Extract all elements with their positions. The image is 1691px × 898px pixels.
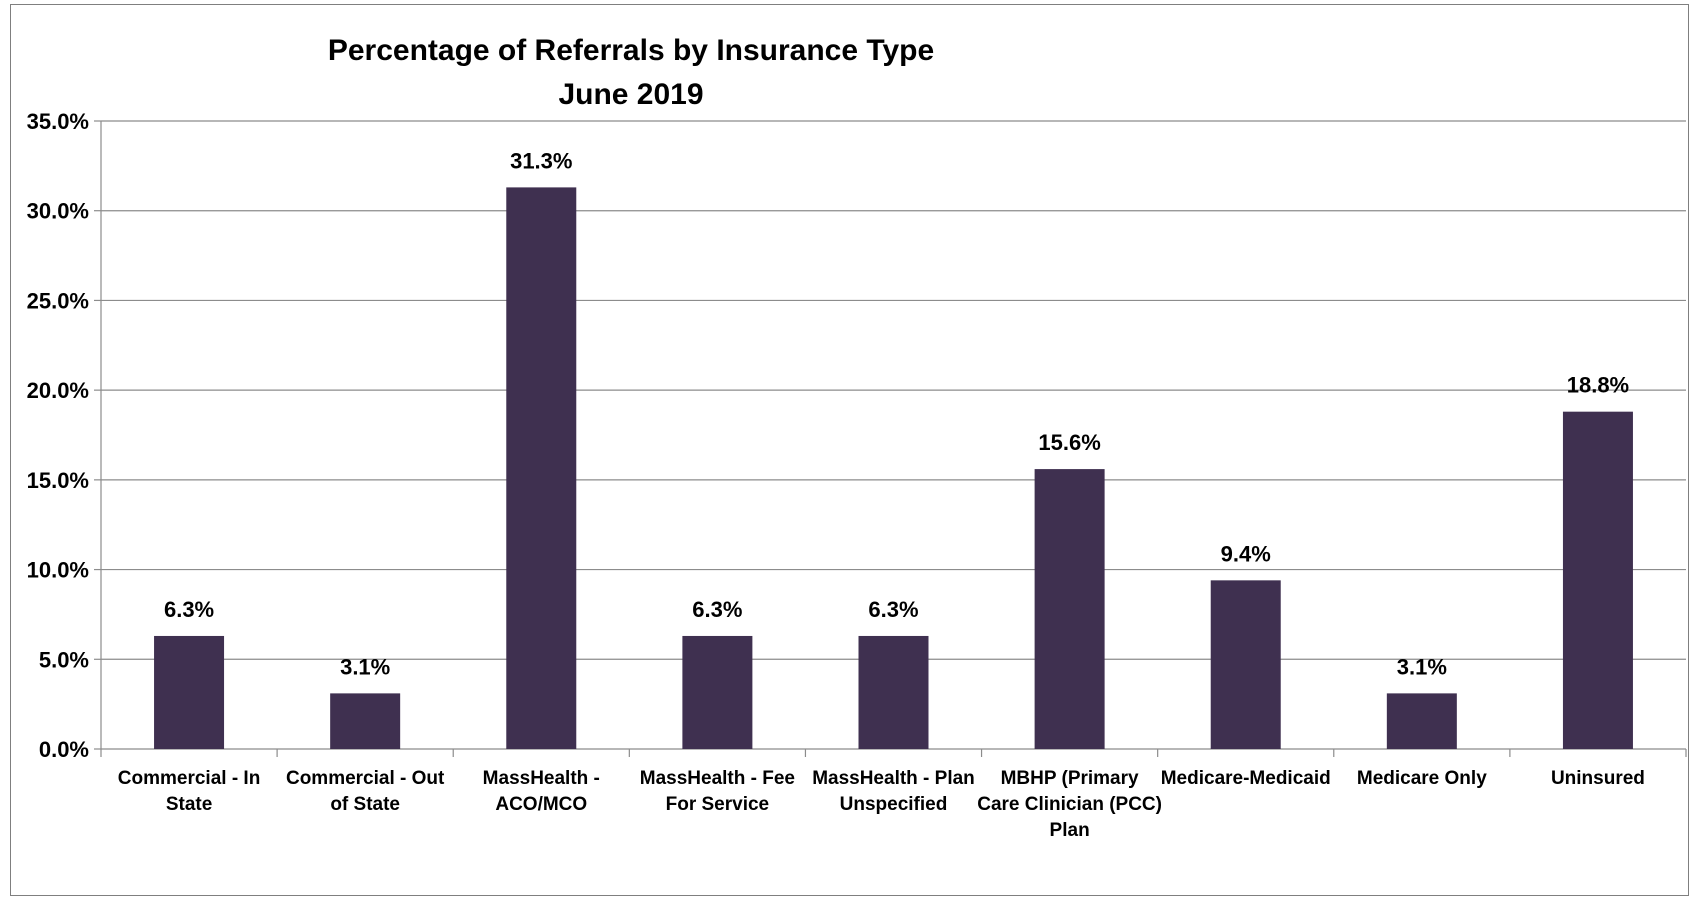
bar — [682, 635, 753, 749]
x-tick-label: MBHP (Primary Care Clinician (PCC) Plan — [977, 768, 1162, 841]
x-tick-label: Medicare-Medicaid — [1161, 768, 1331, 789]
bars — [154, 187, 1633, 750]
y-tick-label: 5.0% — [39, 647, 89, 672]
bar — [1386, 693, 1457, 749]
data-label: 15.6% — [1038, 430, 1100, 455]
x-tick-label: Commercial - In State — [118, 768, 261, 815]
y-tick-label: 35.0% — [27, 109, 89, 134]
y-tick-label: 20.0% — [27, 378, 89, 403]
x-tick-label: MassHealth - Fee For Service — [640, 768, 795, 815]
bar — [330, 693, 401, 749]
chart-subtitle: June 2019 — [558, 78, 703, 111]
y-tick-label: 30.0% — [27, 199, 89, 224]
x-tick-label: MassHealth -ACO/MCO — [483, 768, 600, 815]
x-tick-label: MassHealth - Plan Unspecified — [812, 768, 975, 815]
x-tick-label: Medicare Only — [1357, 768, 1487, 789]
y-tick-label: 10.0% — [27, 558, 89, 583]
data-label: 31.3% — [510, 148, 572, 173]
x-tick-label: Commercial - Out of State — [286, 768, 445, 815]
data-label: 3.1% — [1397, 654, 1447, 679]
y-tick-label: 25.0% — [27, 288, 89, 313]
bar — [858, 635, 929, 749]
chart-frame: Percentage of Referrals by Insurance Typ… — [10, 4, 1689, 896]
x-axis-category-labels: Commercial - In State Commercial - Out of S… — [118, 768, 1645, 841]
bar — [1210, 580, 1281, 749]
gridlines — [101, 120, 1686, 660]
bar — [1034, 469, 1105, 749]
data-label: 3.1% — [340, 654, 390, 679]
y-tick-label: 15.0% — [27, 468, 89, 493]
chart-title: Percentage of Referrals by Insurance Typ… — [328, 34, 934, 67]
bar-chart: Percentage of Referrals by Insurance Typ… — [27, 34, 1687, 841]
data-label: 6.3% — [692, 597, 742, 622]
data-label: 9.4% — [1221, 541, 1271, 566]
x-tick-label: Uninsured — [1551, 768, 1645, 789]
bar — [506, 187, 577, 750]
y-tick-label: 0.0% — [39, 737, 89, 762]
data-label: 18.8% — [1567, 373, 1629, 398]
bar — [154, 635, 225, 749]
y-axis-tick-labels: 0.0% 5.0% 10.0% 15.0% 20.0% 25.0% 30.0% 35.0% — [27, 109, 89, 762]
data-label: 6.3% — [868, 597, 918, 622]
data-label: 6.3% — [164, 597, 214, 622]
bar — [1562, 411, 1633, 749]
data-labels: 6.3% 3.1% 31.3% 6.3% 6.3% 15.6% 9.4% 3.1% 18.8% — [164, 148, 1629, 679]
